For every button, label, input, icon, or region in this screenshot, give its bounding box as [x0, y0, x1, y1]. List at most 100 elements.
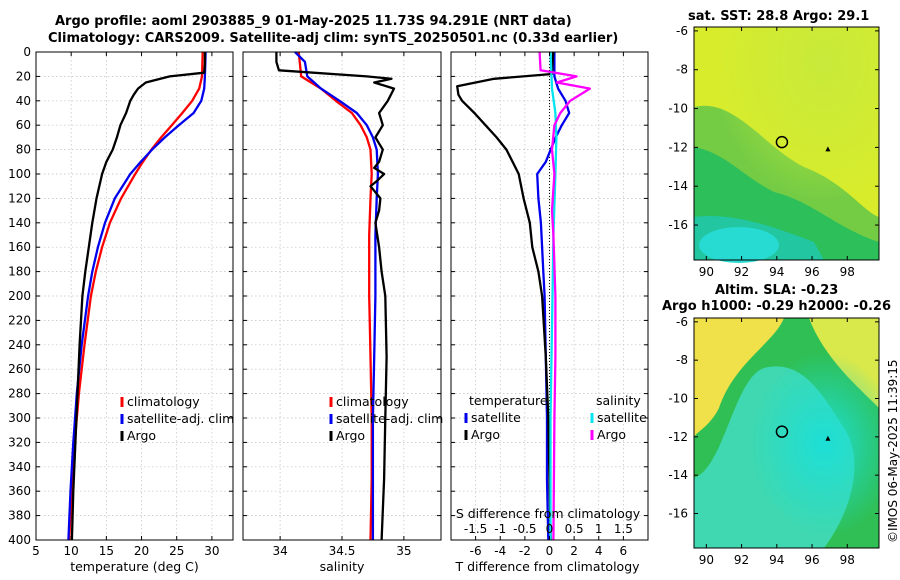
- sst-map-xtick-label: 92: [734, 265, 749, 279]
- salinity-profile-line-argo: [275, 52, 396, 541]
- sla-map-ytick-label: -6: [676, 315, 688, 329]
- depth-tick-label: 20: [16, 69, 31, 83]
- salinity-profile-line-satellite-adj-clim: [294, 51, 380, 540]
- sst-map-title: sat. SST: 28.8 Argo: 29.1: [688, 9, 870, 24]
- sla-map-ytick-label: -16: [668, 507, 688, 521]
- sla-map-ytick-label: -10: [668, 392, 688, 406]
- sst-map-xtick-label: 94: [769, 265, 784, 279]
- sla-map-ytick-label: -12: [668, 430, 688, 444]
- diff-salinity-tick-label: 1: [595, 522, 603, 536]
- depth-tick-label: 380: [8, 509, 31, 523]
- temperature-profile-xlabel: temperature (deg C): [70, 559, 199, 574]
- depth-tick-label: 60: [16, 118, 31, 132]
- salinity-profile-legend-climatology-label: climatology: [336, 394, 409, 409]
- sst-map-xtick-label: 98: [840, 265, 855, 279]
- difference-profile-line-temperature-argo: [456, 51, 555, 541]
- depth-tick-label: 180: [8, 265, 31, 279]
- sst-map-ytick-label: -16: [668, 218, 688, 232]
- sst-map-xtick-label: 90: [699, 265, 714, 279]
- depth-tick-label: 260: [8, 362, 31, 376]
- diff-legend-title-salinity: salinity: [596, 393, 641, 408]
- sst-map-ytick-label: -10: [668, 102, 688, 116]
- diff-salinity-tick-label: 0: [546, 522, 554, 536]
- salinity-profile-xtick-label: 34: [272, 544, 287, 558]
- sla-map-xtick-label: 94: [769, 553, 784, 567]
- sst-map-ytick-label: -14: [668, 179, 688, 193]
- figure-title-line-2: Climatology: CARS2009. Satellite-adj cli…: [48, 31, 619, 46]
- diff-salinity-tick-label: -1.5: [464, 522, 487, 536]
- difference-profile-line-salinity-argo: [538, 51, 592, 541]
- figure-title-line-1: Argo profile: aoml 2903885_9 01-May-2025…: [55, 14, 572, 29]
- difference-profile-xtick-label: -2: [519, 544, 531, 558]
- depth-tick-label: 320: [8, 435, 31, 449]
- difference-profile-xtick-label: 2: [570, 544, 578, 558]
- sla-shading: [694, 318, 879, 548]
- temperature-profile-xtick-label: 15: [99, 544, 114, 558]
- diff-legend-sal-argo-label: Argo: [597, 427, 626, 442]
- sst-map-ytick-label: -8: [676, 63, 688, 77]
- temperature-profile-legend-climatology-label: climatology: [127, 394, 200, 409]
- temperature-profile-xtick-label: 10: [64, 544, 79, 558]
- salinity-profile-legend-satellite-adj-clim-label: satellite-adj. clim: [336, 411, 443, 426]
- sla-map-field: [694, 318, 879, 548]
- diff-legend-temp-argo-label: Argo: [471, 427, 500, 442]
- sla-map-xtick-label: 92: [734, 553, 749, 567]
- diff-salinity-tick-label: -1: [494, 522, 506, 536]
- diff-legend-sal-satellite-label: satellite: [597, 410, 647, 425]
- sst-map-field: [694, 27, 879, 263]
- temperature-profile-xtick-label: 20: [134, 544, 149, 558]
- temperature-profile-axes-box: [35, 51, 234, 541]
- salinity-profile-legend-argo-label: Argo: [336, 428, 365, 443]
- difference-profile-xlabel: T difference from climatology: [454, 559, 640, 574]
- diff-salinity-tick-label: 1.5: [614, 522, 633, 536]
- diff-legend-temp-satellite-label: satellite: [471, 410, 521, 425]
- temperature-profile-legend-argo-label: Argo: [127, 428, 156, 443]
- difference-profile-xtick-label: 4: [595, 544, 603, 558]
- depth-tick-label: 80: [16, 143, 31, 157]
- diff-salinity-axis-label: S difference from climatology: [456, 506, 641, 521]
- depth-tick-label: 160: [8, 240, 31, 254]
- salinity-profile-xtick-label: 34.5: [329, 544, 356, 558]
- sst-map-ytick-label: -6: [676, 24, 688, 38]
- diff-salinity-tick-label: 0.5: [565, 522, 584, 536]
- sla-map-xtick-label: 90: [699, 553, 714, 567]
- depth-tick-label: 340: [8, 460, 31, 474]
- sla-map-float-marker: [825, 435, 831, 441]
- sst-shading: [694, 27, 879, 260]
- depth-tick-label: 300: [8, 411, 31, 425]
- salinity-profile-xlabel: salinity: [320, 559, 365, 574]
- temperature-profile-line-climatology: [67, 51, 204, 541]
- salinity-profile-xtick-label: 35: [396, 544, 411, 558]
- sst-map-ytick-label: -12: [668, 140, 688, 154]
- diff-salinity-tick-label: -0.5: [513, 522, 536, 536]
- temperature-profile-legend-satellite-adj-clim-label: satellite-adj. clim: [127, 411, 234, 426]
- depth-tick-label: 0: [23, 45, 31, 59]
- difference-profile-xtick-label: 0: [546, 544, 554, 558]
- difference-profile-xtick-label: -4: [494, 544, 506, 558]
- depth-tick-label: 280: [8, 387, 31, 401]
- sla-map-subtitle: Argo h1000: -0.29 h2000: -0.26: [662, 299, 892, 314]
- sst-map-float-marker: [825, 146, 831, 152]
- difference-profile-xtick-label: 6: [620, 544, 628, 558]
- depth-tick-label: 360: [8, 484, 31, 498]
- depth-tick-label: 200: [8, 289, 31, 303]
- depth-tick-label: 400: [8, 533, 31, 547]
- diff-legend-title-temperature: temperature: [469, 393, 548, 408]
- depth-tick-label: 120: [8, 191, 31, 205]
- depth-tick-label: 40: [16, 94, 31, 108]
- depth-tick-label: 100: [8, 167, 31, 181]
- sla-map-argo-marker: [775, 425, 789, 438]
- temperature-profile-xtick-label: 30: [204, 544, 219, 558]
- sla-map-frame: [693, 317, 880, 549]
- depth-tick-label: 240: [8, 338, 31, 352]
- depth-tick-label: 220: [8, 313, 31, 327]
- depth-tick-label: 140: [8, 216, 31, 230]
- sla-map-title: Altim. SLA: -0.23: [715, 283, 839, 298]
- sst-map-xtick-label: 96: [804, 265, 819, 279]
- sla-map-xtick-label: 96: [804, 553, 819, 567]
- sst-map-argo-marker: [775, 135, 789, 149]
- temperature-profile-xtick-label: 5: [32, 544, 40, 558]
- sla-map-ytick-label: -14: [668, 468, 688, 482]
- difference-profile-xtick-label: -6: [470, 544, 482, 558]
